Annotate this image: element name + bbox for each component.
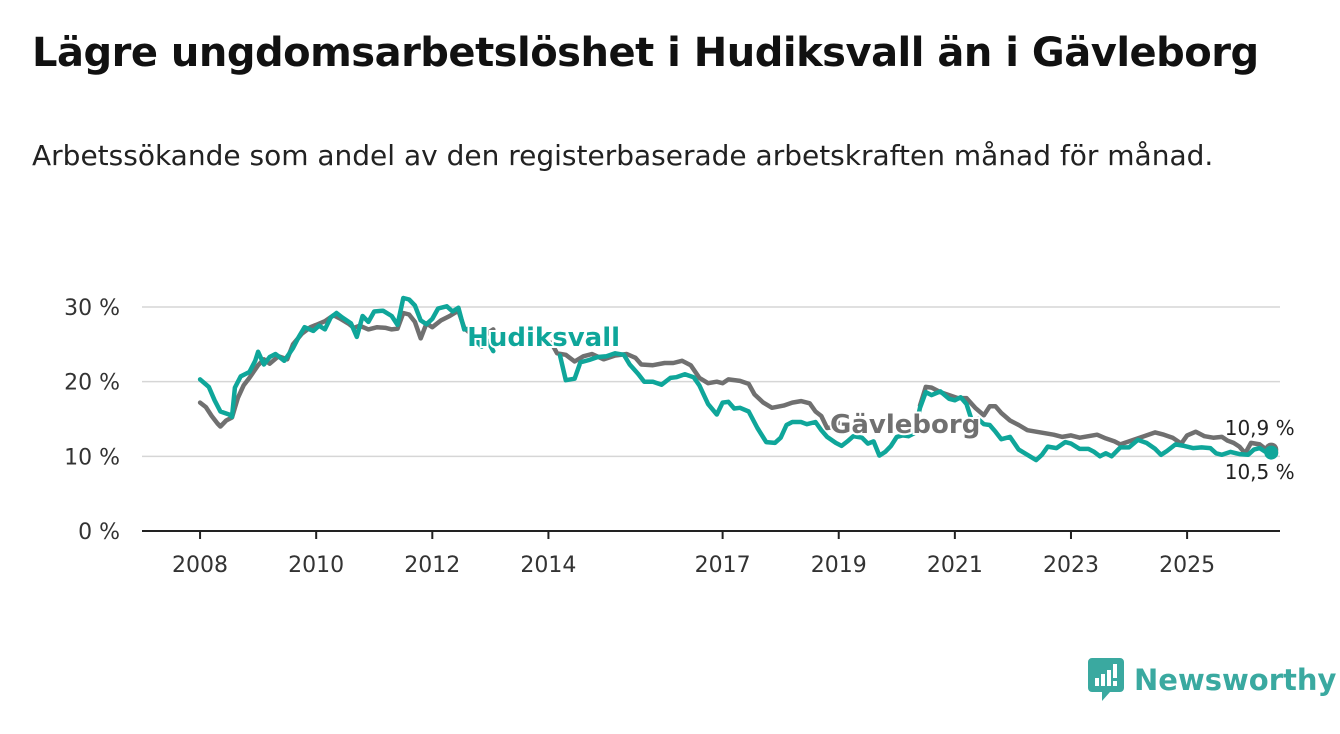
- series-labels: Gävleborg Hudiksvall 10,9 % 10,5 %: [465, 321, 1295, 484]
- y-axis-labels: 0 % 10 % 20 % 30 %: [64, 296, 120, 545]
- x-axis: [142, 530, 1280, 539]
- end-value-label-hudiksvall: 10,5 %: [1225, 460, 1295, 484]
- x-tick-label: 2008: [172, 553, 228, 578]
- series-label-gavleborg: Gävleborg: [830, 410, 980, 440]
- x-tick-label: 2025: [1159, 553, 1215, 578]
- y-tick-label: 20 %: [64, 371, 120, 396]
- chart-title: Lägre ungdomsarbetslöshet i Hudiksvall ä…: [32, 30, 1259, 76]
- x-tick-label: 2012: [404, 553, 460, 578]
- hudiksvall-end-marker: [1264, 445, 1279, 460]
- series-label-hudiksvall: Hudiksvall: [467, 323, 620, 353]
- newsworthy-logo: Newsworthy: [1088, 658, 1336, 702]
- y-tick-label: 30 %: [64, 296, 120, 321]
- newsworthy-logo-text: Newsworthy: [1134, 663, 1337, 697]
- x-tick-label: 2014: [520, 553, 576, 578]
- series-lines: [197, 295, 1279, 463]
- gavleborg-line: [549, 340, 841, 431]
- y-tick-label: 0 %: [78, 520, 120, 545]
- x-tick-label: 2017: [695, 553, 751, 578]
- end-value-label-gavleborg: 10,9 %: [1225, 416, 1295, 440]
- x-axis-labels: 2008 2010 2012 2014 2017 2019 2021 2023 2025: [172, 553, 1215, 578]
- x-tick-label: 2010: [288, 553, 344, 578]
- x-tick-label: 2019: [811, 553, 867, 578]
- gavleborg-line: [917, 384, 1274, 456]
- chart-subtitle: Arbetssökande som andel av den registerb…: [32, 139, 1214, 172]
- gavleborg-line: [197, 308, 496, 429]
- y-tick-label: 10 %: [64, 445, 120, 470]
- x-tick-label: 2023: [1043, 553, 1099, 578]
- x-tick-label: 2021: [927, 553, 983, 578]
- hudiksvall-line: [557, 351, 1274, 463]
- hudiksvall-line: [197, 295, 496, 420]
- newsworthy-logo-icon: [1088, 658, 1124, 701]
